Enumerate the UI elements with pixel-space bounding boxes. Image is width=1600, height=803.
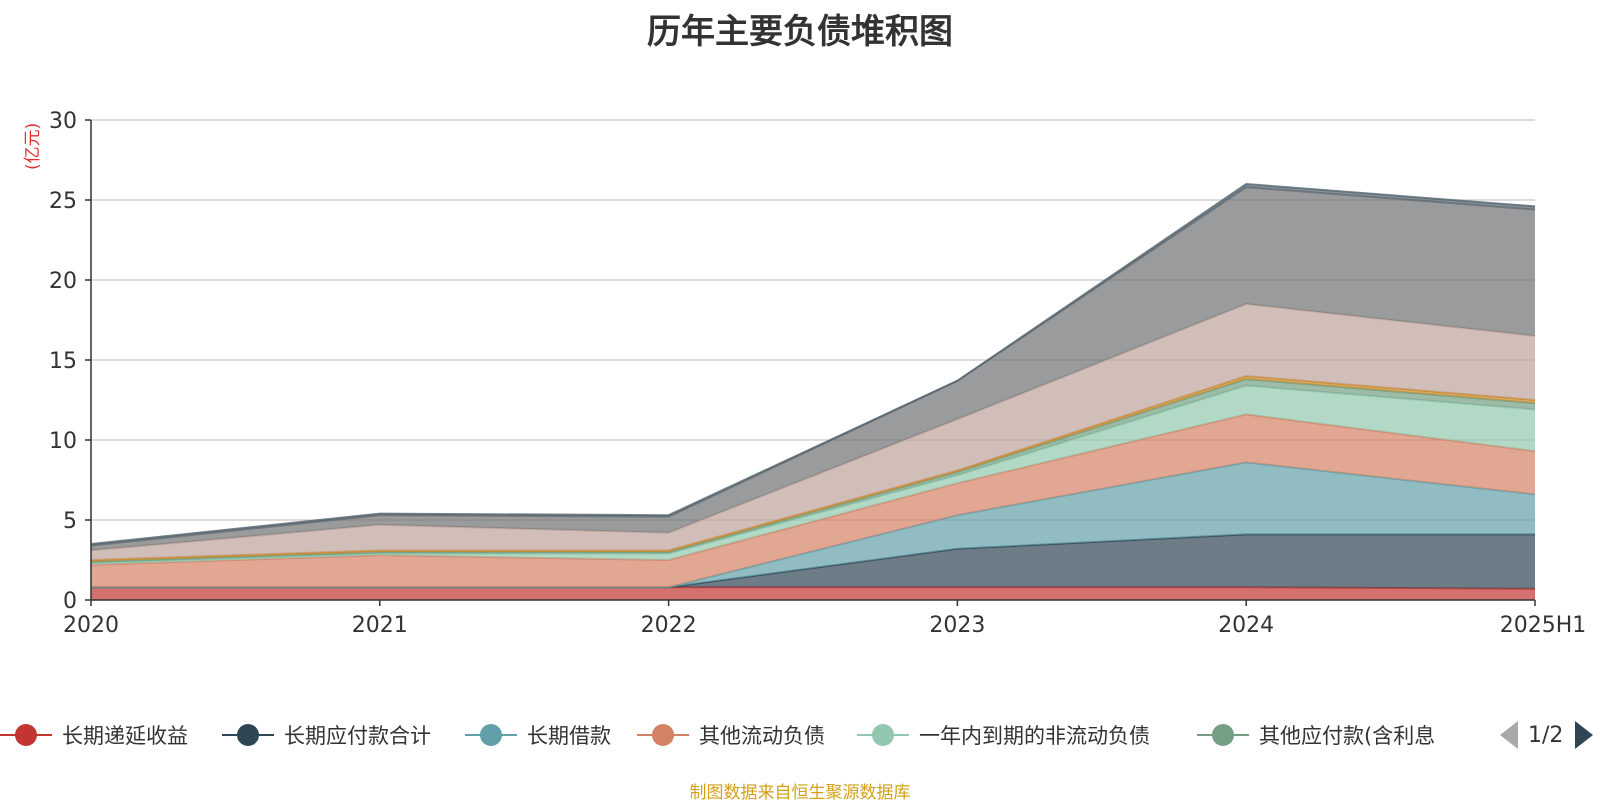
- legend-marker-icon: [1197, 718, 1249, 752]
- area-series: [90, 182, 1536, 600]
- legend-item[interactable]: 长期借款: [465, 718, 611, 752]
- x-tick-label: 2023: [929, 613, 985, 638]
- x-tick-label: 2021: [352, 613, 408, 638]
- series-line-9: [90, 182, 1536, 545]
- legend-item[interactable]: 一年内到期的非流动负债: [857, 718, 1150, 752]
- area-series-7: [91, 304, 1535, 560]
- y-tick-label: 15: [49, 349, 77, 374]
- legend-label: 其他流动负债: [699, 724, 825, 748]
- legend-label: 长期应付款合计: [284, 724, 431, 748]
- legend-marker-icon: [0, 718, 52, 752]
- legend-label: 一年内到期的非流动负债: [919, 724, 1150, 748]
- legend: 长期递延收益 长期应付款合计 长期借款 其他流动负债 一年内到期的非流动负债 其…: [0, 718, 1600, 752]
- y-tick-label: 25: [49, 189, 77, 214]
- area-series-0: [91, 587, 1535, 600]
- source-note: 制图数据来自恒生聚源数据库: [689, 783, 911, 803]
- x-tick-label: 2025H1: [1500, 613, 1587, 638]
- area-series-5: [91, 379, 1535, 564]
- legend-item[interactable]: 其他应付款(含利息: [1197, 718, 1435, 752]
- area-series-1: [91, 534, 1535, 589]
- chart-title: 历年主要负债堆积图: [647, 12, 953, 52]
- legend-label: 其他应付款(含利息: [1259, 724, 1436, 748]
- legend-page-indicator: 1/2: [1528, 722, 1564, 748]
- y-tick-labels: 0 5 10 15 20 25 30: [49, 109, 91, 614]
- area-series-4: [91, 385, 1535, 565]
- y-tick-label: 10: [49, 429, 77, 454]
- legend-marker-icon: [857, 718, 909, 752]
- stacked-area-chart: 0 5 10 15 20 25 30 2020 2021 2022 2023 2024 2025H1: [49, 109, 1586, 638]
- triangle-right-icon[interactable]: [1575, 721, 1594, 749]
- y-tick-label: 30: [49, 109, 77, 134]
- legend-marker-icon: [637, 718, 689, 752]
- area-series-8: [91, 187, 1535, 551]
- y-tick-label: 20: [49, 269, 77, 294]
- legend-item[interactable]: 长期递延收益: [0, 718, 188, 752]
- triangle-left-icon[interactable]: [1500, 721, 1518, 749]
- legend-label: 长期借款: [527, 724, 611, 748]
- x-tick-labels: 2020 2021 2022 2023 2024 2025H1: [63, 600, 1586, 638]
- legend-item[interactable]: 其他流动负债: [637, 718, 825, 752]
- legend-pager: 1/2: [1500, 718, 1594, 752]
- y-tick-label: 5: [63, 509, 77, 534]
- area-series-2: [91, 462, 1535, 588]
- x-tick-label: 2024: [1218, 613, 1274, 638]
- y-tick-label: 0: [63, 589, 77, 614]
- legend-marker-icon: [222, 718, 274, 752]
- x-tick-label: 2020: [63, 613, 119, 638]
- legend-marker-icon: [465, 718, 517, 752]
- legend-item[interactable]: 长期应付款合计: [222, 718, 431, 752]
- x-tick-label: 2022: [641, 613, 697, 638]
- area-series-3: [91, 414, 1535, 588]
- legend-label: 长期递延收益: [62, 724, 188, 748]
